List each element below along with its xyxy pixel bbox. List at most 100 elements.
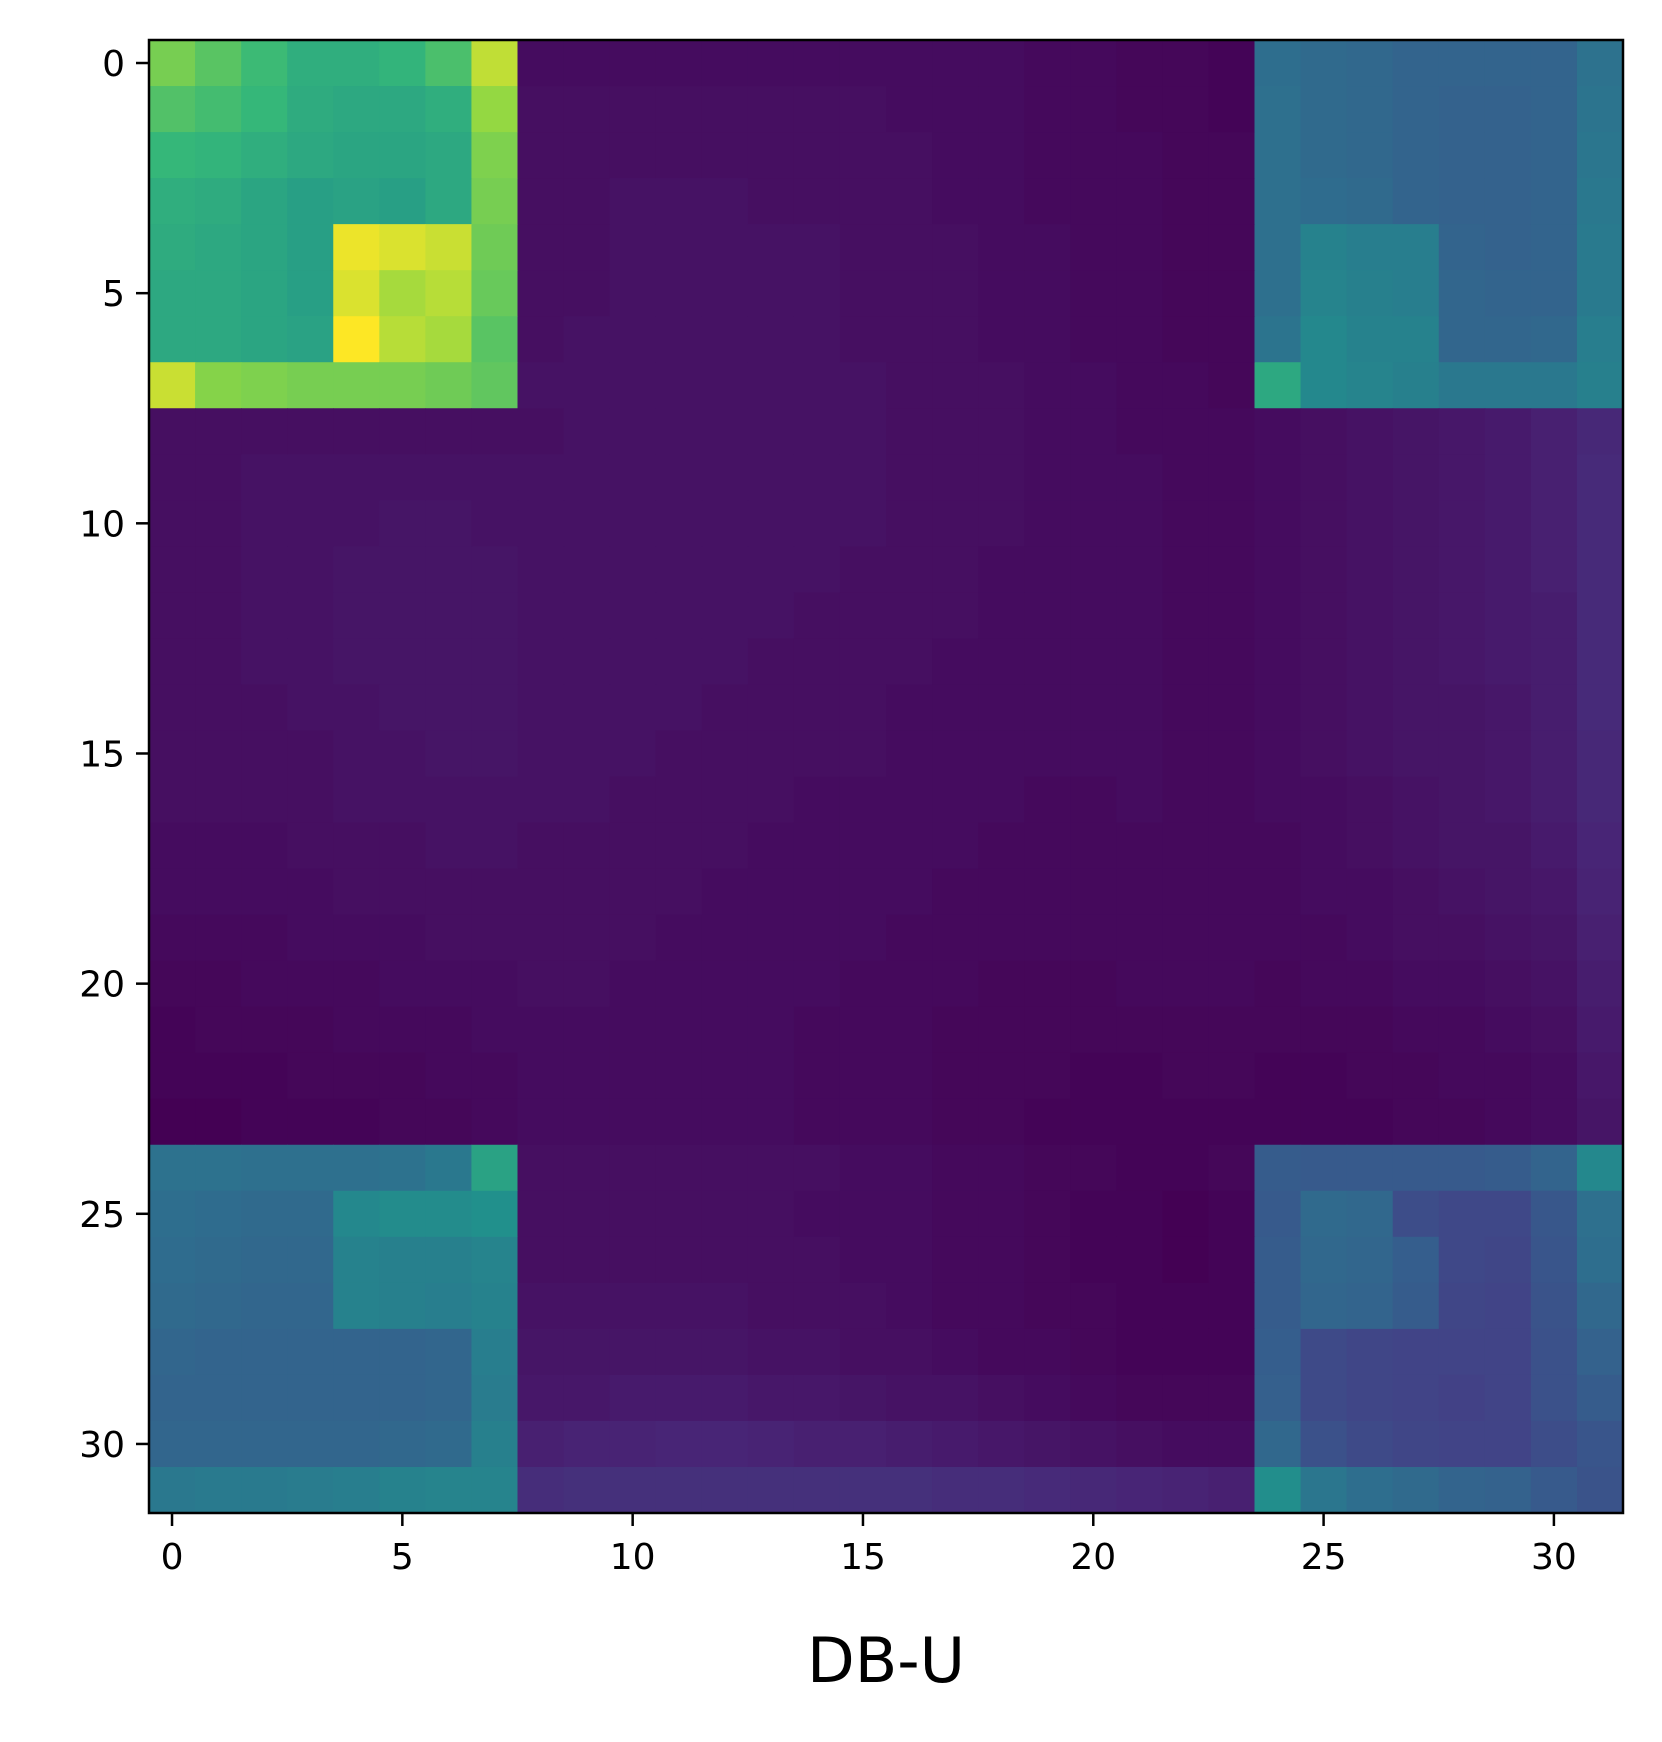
heatmap-cell [655, 1006, 703, 1054]
heatmap-cell [655, 822, 703, 870]
heatmap-cell [932, 1052, 979, 1100]
heatmap-cell [747, 224, 795, 271]
heatmap-cell [149, 500, 196, 547]
heatmap-cell [333, 1328, 380, 1376]
heatmap-cell [379, 1006, 426, 1054]
heatmap-cell [379, 408, 426, 455]
heatmap-cell [1024, 178, 1071, 225]
heatmap-cell [1576, 500, 1624, 547]
heatmap-cell [1576, 776, 1624, 824]
heatmap-cell [1438, 1282, 1486, 1330]
heatmap-cell [241, 40, 288, 87]
heatmap-cell [1208, 546, 1256, 593]
heatmap-cell [1392, 500, 1440, 547]
heatmap-cell [1576, 40, 1624, 87]
heatmap-cell [471, 730, 519, 778]
heatmap-cell [1576, 868, 1624, 916]
heatmap-cell [655, 270, 703, 317]
heatmap-cell [1300, 1098, 1348, 1146]
heatmap-cell [609, 224, 657, 271]
heatmap-cell [1070, 638, 1117, 686]
heatmap-cell [149, 1282, 196, 1330]
heatmap-cell [425, 362, 473, 409]
heatmap-cell [1392, 1006, 1440, 1054]
heatmap-cell [1438, 178, 1486, 225]
heatmap-cell [1208, 224, 1256, 271]
heatmap-cell [1346, 1190, 1394, 1238]
heatmap-cell [1438, 1236, 1486, 1284]
heatmap-cell [379, 224, 426, 271]
heatmap-cell [1208, 500, 1256, 547]
heatmap-cell [471, 1006, 519, 1054]
heatmap-cell [1438, 1098, 1486, 1146]
heatmap-cell [1576, 86, 1624, 133]
heatmap-cell [1346, 454, 1394, 501]
heatmap-cell [886, 914, 933, 962]
heatmap-cell [839, 1052, 887, 1100]
heatmap-cell [149, 730, 196, 778]
heatmap-cell [1024, 1420, 1071, 1468]
heatmap-cell [563, 1144, 611, 1192]
heatmap-cell [1116, 1052, 1163, 1100]
heatmap-cell [517, 1374, 565, 1422]
heatmap-cell [379, 454, 426, 501]
heatmap-cell [886, 1052, 933, 1100]
heatmap-cell [563, 362, 611, 409]
heatmap-cell [287, 592, 334, 640]
heatmap-cell [793, 408, 841, 455]
heatmap-cell [747, 178, 795, 225]
heatmap-cell [701, 1006, 749, 1054]
heatmap-cell [1392, 960, 1440, 1008]
heatmap-cell [379, 270, 426, 317]
heatmap-cell [978, 638, 1025, 686]
heatmap-cell [793, 1098, 841, 1146]
heatmap-cell [655, 546, 703, 593]
heatmap-cell [839, 270, 887, 317]
heatmap-cell [1300, 1236, 1348, 1284]
heatmap-cell [149, 408, 196, 455]
heatmap-cell [1254, 1420, 1302, 1468]
heatmap-cell [1484, 1190, 1532, 1238]
heatmap-cell [379, 178, 426, 225]
heatmap-cell [1392, 454, 1440, 501]
heatmap-cell [655, 684, 703, 732]
heatmap-cell [1438, 224, 1486, 271]
heatmap-cell [333, 362, 380, 409]
heatmap-cell [932, 500, 979, 547]
heatmap-cell [886, 224, 933, 271]
heatmap-cell [793, 362, 841, 409]
heatmap-cell [1162, 1466, 1210, 1514]
heatmap-cell [1208, 1006, 1256, 1054]
heatmap-cell [379, 1374, 426, 1422]
heatmap-cell [747, 868, 795, 916]
heatmap-cell [1116, 1374, 1163, 1422]
heatmap-cell [1530, 822, 1578, 870]
heatmap-cell [747, 592, 795, 640]
heatmap-cell [1392, 868, 1440, 916]
heatmap-cell [425, 500, 473, 547]
heatmap-cell [1024, 1190, 1071, 1238]
heatmap-cell [609, 408, 657, 455]
heatmap-cell [287, 1098, 334, 1146]
heatmap-cell [1346, 1236, 1394, 1284]
heatmap-cell [1208, 270, 1256, 317]
heatmap-cell [1208, 638, 1256, 686]
heatmap-cell [1484, 914, 1532, 962]
heatmap-cell [839, 1098, 887, 1146]
heatmap-cell [1254, 86, 1302, 133]
heatmap-cell [149, 1466, 196, 1514]
heatmap-cell [932, 1374, 979, 1422]
heatmap-cell [1254, 546, 1302, 593]
heatmap-cell [839, 1328, 887, 1376]
heatmap-cell [1208, 1190, 1256, 1238]
heatmap-cell [195, 1006, 242, 1054]
heatmap-cell [609, 1374, 657, 1422]
heatmap-cell [1484, 822, 1532, 870]
x-tick-label: 10 [610, 1537, 656, 1578]
heatmap-cell [1070, 822, 1117, 870]
heatmap-cell [1438, 684, 1486, 732]
heatmap-cell [195, 1052, 242, 1100]
heatmap-cell [1438, 40, 1486, 87]
heatmap-cell [747, 1328, 795, 1376]
heatmap-cell [1300, 500, 1348, 547]
